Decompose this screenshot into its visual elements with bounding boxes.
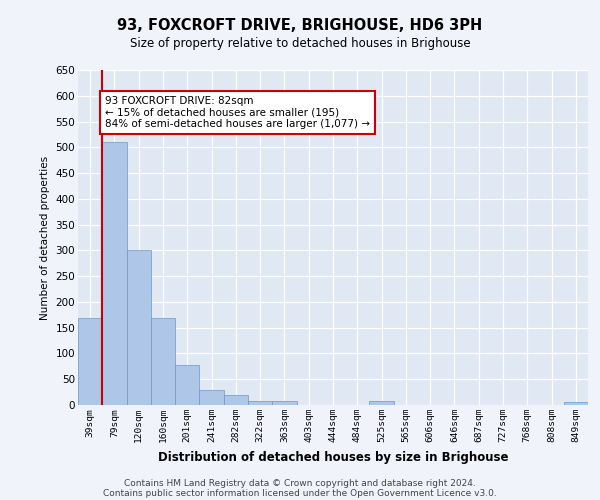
Bar (199, 390, 224, 405)
Text: Contains HM Land Registry data © Crown copyright and database right 2024.: Contains HM Land Registry data © Crown c… (124, 478, 476, 488)
Bar (127, 250, 151, 405)
Text: Size of property relative to detached houses in Brighouse: Size of property relative to detached ho… (130, 38, 470, 51)
Bar (248, 401, 272, 405)
Bar (564, 402, 588, 405)
Bar (102, 142, 127, 405)
Bar (151, 318, 175, 405)
Bar (370, 401, 394, 405)
Bar (224, 394, 248, 405)
Text: 93, FOXCROFT DRIVE, BRIGHOUSE, HD6 3PH: 93, FOXCROFT DRIVE, BRIGHOUSE, HD6 3PH (118, 18, 482, 32)
Bar (272, 401, 296, 405)
Bar (78, 318, 102, 405)
Bar (175, 365, 199, 405)
Text: Contains public sector information licensed under the Open Government Licence v3: Contains public sector information licen… (103, 488, 497, 498)
Text: 93 FOXCROFT DRIVE: 82sqm
← 15% of detached houses are smaller (195)
84% of semi-: 93 FOXCROFT DRIVE: 82sqm ← 15% of detach… (105, 96, 370, 129)
X-axis label: Distribution of detached houses by size in Brighouse: Distribution of detached houses by size … (158, 450, 508, 464)
Y-axis label: Number of detached properties: Number of detached properties (40, 156, 50, 320)
